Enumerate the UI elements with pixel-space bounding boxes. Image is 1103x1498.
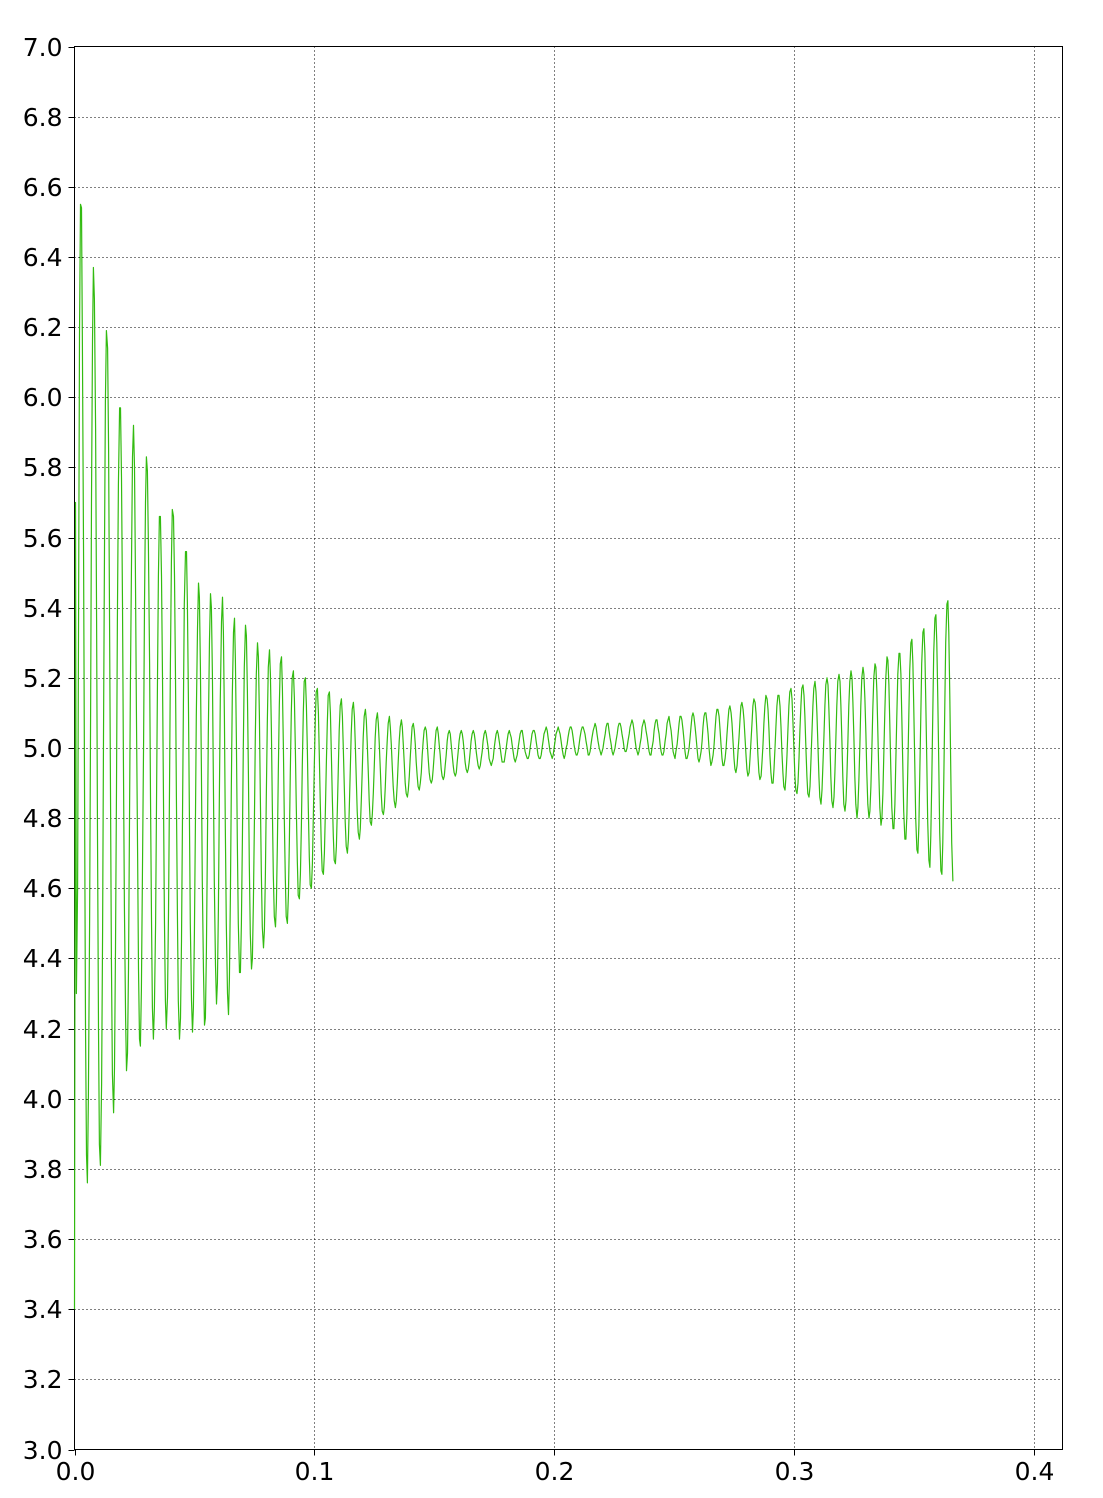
x-tick-label: 0.3 [775,1457,815,1486]
y-tick-label: 5.0 [23,734,63,763]
y-tick-label: 5.8 [23,453,63,482]
y-tick-label: 5.6 [23,524,63,553]
y-tick-label: 4.2 [23,1015,63,1044]
x-tick-label: 0.0 [56,1457,96,1486]
y-axis-tick-labels: 3.03.23.43.63.84.04.24.44.64.85.05.25.45… [23,33,63,1465]
y-tick-label: 3.4 [23,1295,63,1324]
y-tick-label: 6.0 [23,383,63,412]
y-tick-label: 6.6 [23,173,63,202]
y-tick-label: 7.0 [23,33,63,62]
x-tick-label: 0.2 [535,1457,575,1486]
y-tick-label: 4.6 [23,874,63,903]
y-tick-label: 3.6 [23,1225,63,1254]
x-tick-label: 0.4 [1015,1457,1055,1486]
y-tick-label: 6.8 [23,103,63,132]
y-tick-label: 4.4 [23,944,63,973]
x-tick-label: 0.1 [295,1457,335,1486]
y-tick-label: 4.8 [23,804,63,833]
y-tick-label: 5.4 [23,594,63,623]
y-tick-label: 5.2 [23,664,63,693]
y-tick-label: 3.2 [23,1365,63,1394]
y-tick-label: 6.4 [23,243,63,272]
y-tick-label: 3.8 [23,1155,63,1184]
y-tick-label: 6.2 [23,313,63,342]
y-tick-label: 4.0 [23,1085,63,1114]
